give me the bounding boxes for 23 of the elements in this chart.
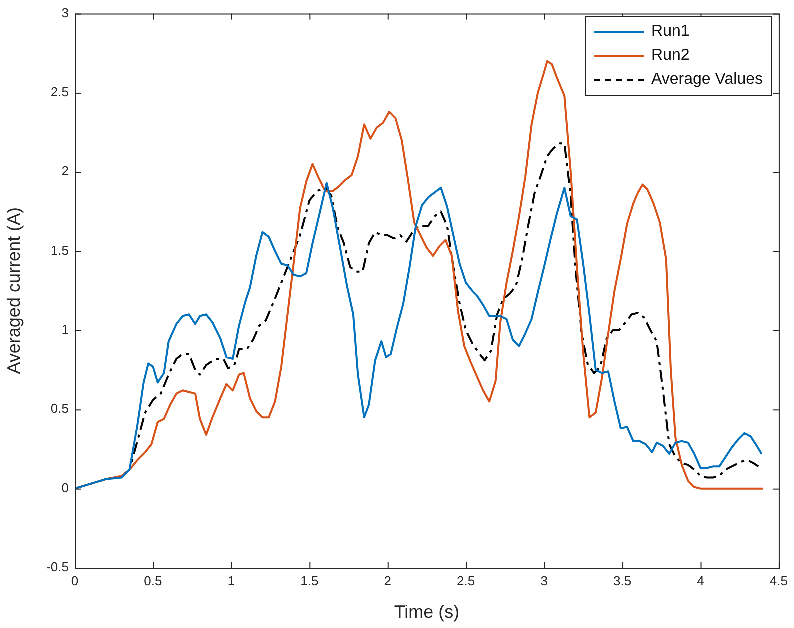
x-axis-title: Time (s): [394, 602, 460, 622]
x-tick-label: 2: [384, 573, 392, 588]
x-tick-label: 3.5: [613, 573, 632, 588]
x-tick-label: 4.5: [770, 573, 788, 588]
y-tick-label: 0.5: [50, 401, 69, 416]
x-tick-label: 2.5: [457, 573, 476, 588]
legend-label: Run2: [652, 47, 690, 65]
x-tick-label: 0: [71, 573, 79, 588]
y-axis-title: Averaged current (A): [4, 208, 24, 374]
legend-label: Average Values: [652, 71, 763, 89]
x-tick-label: 1: [228, 573, 236, 588]
x-tick-label: 3: [540, 573, 548, 588]
x-tick-label: 0.5: [144, 573, 162, 588]
y-tick-label: -0.5: [46, 560, 69, 575]
y-tick-label: 0: [62, 480, 69, 496]
y-tick-label: 2.5: [50, 84, 69, 100]
y-tick-label: 1.5: [50, 242, 69, 258]
x-tick-label: 1.5: [300, 573, 319, 588]
legend-label: Run1: [652, 23, 690, 41]
x-tick-label: 4: [697, 573, 704, 588]
y-tick-label: 3: [62, 5, 69, 20]
y-tick-label: 1: [62, 322, 69, 338]
y-tick-label: 2: [62, 164, 69, 179]
